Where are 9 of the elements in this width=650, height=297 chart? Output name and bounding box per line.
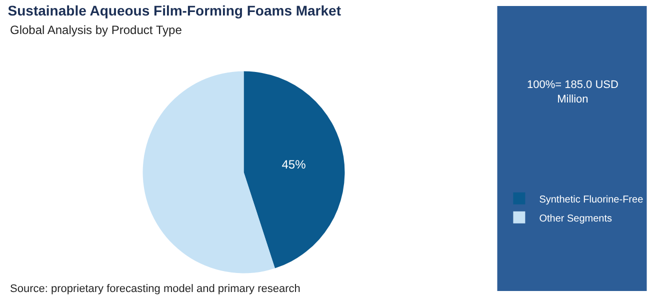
legend-label: Synthetic Fluorine-Free [539, 194, 644, 206]
chart-title: Sustainable Aqueous Film-Forming Foams Market [8, 2, 342, 18]
legend-label: Other Segments [539, 213, 612, 224]
data-label: 45% [282, 157, 306, 172]
text: 100%= 185.0 USD Million [527, 79, 618, 106]
pie-slice [142, 71, 275, 274]
chart-subtitle: Global Analysis by Product Type [10, 23, 182, 37]
source-note: Source: proprietary forecasting model and primary research [10, 283, 300, 295]
pie-slice [244, 71, 345, 268]
